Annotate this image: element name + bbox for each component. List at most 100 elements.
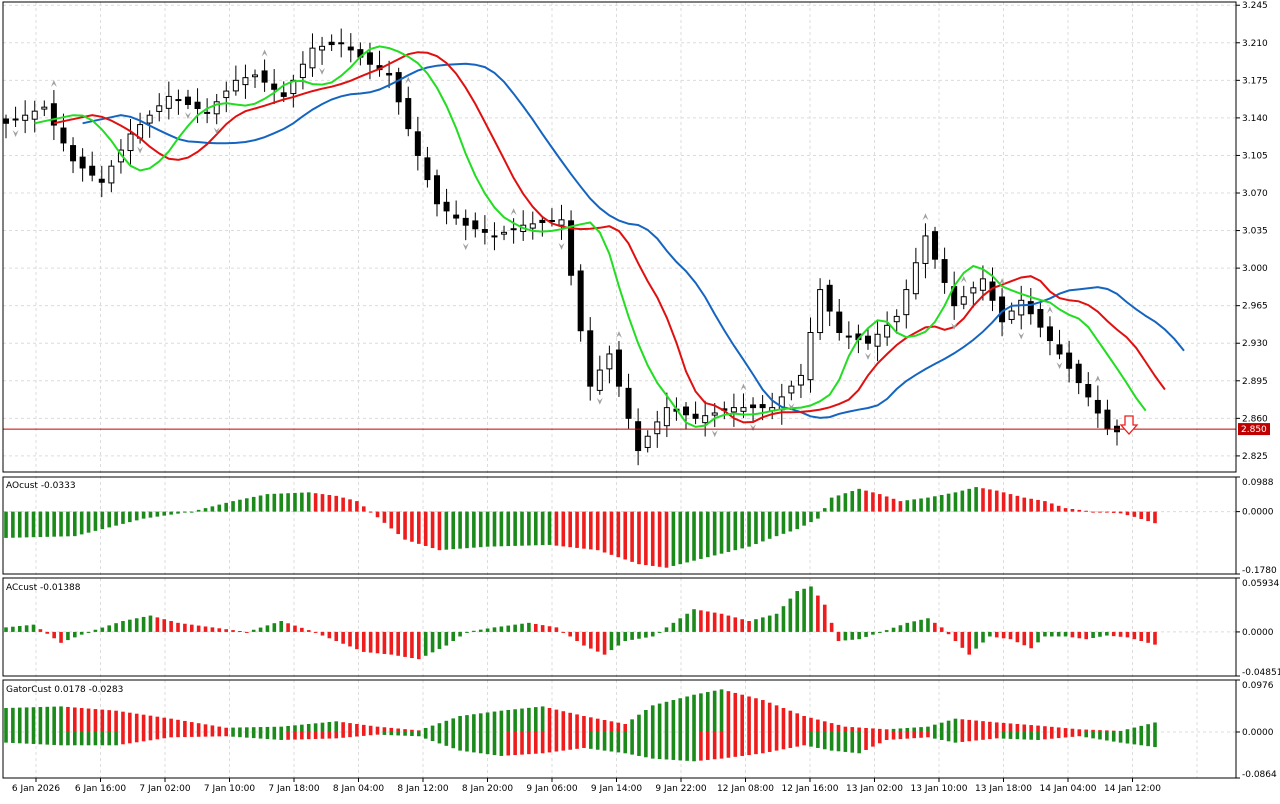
osc-bar[interactable] bbox=[1084, 631, 1088, 640]
osc-bar[interactable] bbox=[148, 615, 153, 632]
gator-lower-bar[interactable] bbox=[829, 731, 834, 751]
gator-lower-bar[interactable] bbox=[1049, 731, 1054, 739]
osc-bar[interactable] bbox=[444, 631, 449, 646]
osc-bar[interactable] bbox=[238, 499, 242, 512]
gator-lower-bar[interactable] bbox=[761, 731, 765, 754]
gator-lower-bar[interactable] bbox=[568, 731, 572, 750]
gator-lower-bar[interactable] bbox=[705, 731, 710, 760]
gator-upper-bar[interactable] bbox=[637, 714, 641, 732]
osc-bar[interactable] bbox=[933, 622, 937, 632]
gator-lower-bar[interactable] bbox=[361, 731, 366, 736]
osc-bar[interactable] bbox=[458, 631, 462, 637]
osc-bar[interactable] bbox=[1098, 511, 1102, 513]
gator-upper-bar[interactable] bbox=[176, 719, 180, 732]
gator-upper-bar[interactable] bbox=[258, 727, 263, 732]
candle-body[interactable] bbox=[683, 406, 690, 416]
candle-body[interactable] bbox=[338, 42, 345, 45]
osc-bar[interactable] bbox=[430, 631, 435, 653]
candle-body[interactable] bbox=[807, 332, 814, 381]
gator-lower-bar[interactable] bbox=[1098, 731, 1102, 740]
candle-body[interactable] bbox=[12, 118, 19, 121]
candle-body[interactable] bbox=[22, 114, 29, 121]
gator-upper-bar[interactable] bbox=[967, 719, 972, 732]
candle-body[interactable] bbox=[127, 133, 134, 152]
gator-lower-bar[interactable] bbox=[465, 731, 469, 752]
osc-bar[interactable] bbox=[79, 511, 84, 535]
gator-upper-bar[interactable] bbox=[650, 705, 655, 732]
osc-bar[interactable] bbox=[513, 511, 517, 546]
gator-lower-bar[interactable] bbox=[265, 731, 270, 740]
osc-bar[interactable] bbox=[1015, 495, 1020, 512]
osc-bar[interactable] bbox=[1118, 511, 1123, 514]
osc-bar[interactable] bbox=[66, 511, 70, 537]
osc-bar[interactable] bbox=[361, 631, 366, 652]
osc-bar[interactable] bbox=[568, 511, 572, 548]
candle-body[interactable] bbox=[386, 72, 393, 76]
gator-upper-bar[interactable] bbox=[726, 691, 731, 732]
osc-bar[interactable] bbox=[121, 511, 125, 524]
osc-bar[interactable] bbox=[933, 496, 937, 512]
gator-lower-bar[interactable] bbox=[602, 731, 607, 751]
gator-upper-bar[interactable] bbox=[451, 718, 456, 732]
osc-bar[interactable] bbox=[196, 509, 201, 512]
gator-upper-bar[interactable] bbox=[857, 727, 861, 732]
gator-upper-bar[interactable] bbox=[293, 725, 297, 732]
osc-bar[interactable] bbox=[506, 625, 511, 632]
osc-bar[interactable] bbox=[251, 629, 256, 632]
gator-lower-bar[interactable] bbox=[699, 731, 703, 761]
osc-bar[interactable] bbox=[1036, 631, 1040, 643]
gator-lower-bar[interactable] bbox=[595, 731, 600, 750]
gator-lower-bar[interactable] bbox=[527, 731, 531, 755]
gator-lower-bar[interactable] bbox=[657, 731, 662, 760]
osc-bar[interactable] bbox=[141, 511, 146, 519]
gator-lower-bar[interactable] bbox=[1043, 731, 1047, 740]
osc-bar[interactable] bbox=[912, 621, 916, 632]
candle-body[interactable] bbox=[989, 281, 996, 301]
gator-upper-bar[interactable] bbox=[898, 728, 903, 732]
osc-bar[interactable] bbox=[802, 588, 806, 632]
candle-body[interactable] bbox=[1027, 301, 1034, 315]
osc-bar[interactable] bbox=[857, 631, 861, 640]
candle-body[interactable] bbox=[836, 311, 843, 334]
gator-lower-bar[interactable] bbox=[809, 731, 813, 747]
gator-lower-bar[interactable] bbox=[183, 731, 187, 738]
gator-upper-bar[interactable] bbox=[705, 692, 710, 732]
osc-bar[interactable] bbox=[1029, 498, 1033, 512]
osc-bar[interactable] bbox=[595, 631, 600, 652]
gator-upper-bar[interactable] bbox=[396, 728, 400, 732]
osc-bar[interactable] bbox=[472, 511, 476, 548]
gator-lower-bar[interactable] bbox=[733, 731, 738, 757]
gator-lower-bar[interactable] bbox=[974, 731, 978, 741]
gator-lower-bar[interactable] bbox=[403, 731, 407, 736]
osc-bar[interactable] bbox=[114, 511, 118, 526]
gator-pane[interactable] bbox=[4, 689, 1157, 762]
gator-upper-bar[interactable] bbox=[121, 711, 125, 732]
gator-upper-bar[interactable] bbox=[671, 700, 676, 732]
gator-upper-bar[interactable] bbox=[272, 726, 277, 732]
gator-lower-bar[interactable] bbox=[802, 731, 806, 746]
gator-lower-bar[interactable] bbox=[843, 731, 848, 752]
gator-lower-bar[interactable] bbox=[767, 731, 772, 752]
candle-body[interactable] bbox=[89, 165, 96, 176]
osc-bar[interactable] bbox=[898, 625, 903, 632]
gator-lower-bar[interactable] bbox=[196, 731, 201, 737]
osc-bar[interactable] bbox=[774, 511, 779, 537]
gator-upper-bar[interactable] bbox=[1146, 724, 1150, 732]
gator-lower-bar[interactable] bbox=[788, 731, 793, 748]
gator-upper-bar[interactable] bbox=[761, 700, 765, 732]
osc-bar[interactable] bbox=[231, 630, 235, 632]
osc-bar[interactable] bbox=[100, 627, 105, 632]
osc-bar[interactable] bbox=[396, 631, 400, 656]
gator-lower-bar[interactable] bbox=[506, 731, 511, 756]
gator-lower-bar[interactable] bbox=[754, 731, 758, 755]
gator-lower-bar[interactable] bbox=[203, 731, 208, 737]
gator-upper-bar[interactable] bbox=[933, 724, 937, 732]
candle-body[interactable] bbox=[194, 101, 201, 110]
gator-lower-bar[interactable] bbox=[355, 731, 359, 737]
osc-bar[interactable] bbox=[107, 625, 112, 632]
osc-bar[interactable] bbox=[644, 511, 648, 566]
gator-upper-bar[interactable] bbox=[1077, 729, 1082, 732]
candle-body[interactable] bbox=[1094, 399, 1101, 414]
gator-upper-bar[interactable] bbox=[630, 719, 634, 732]
